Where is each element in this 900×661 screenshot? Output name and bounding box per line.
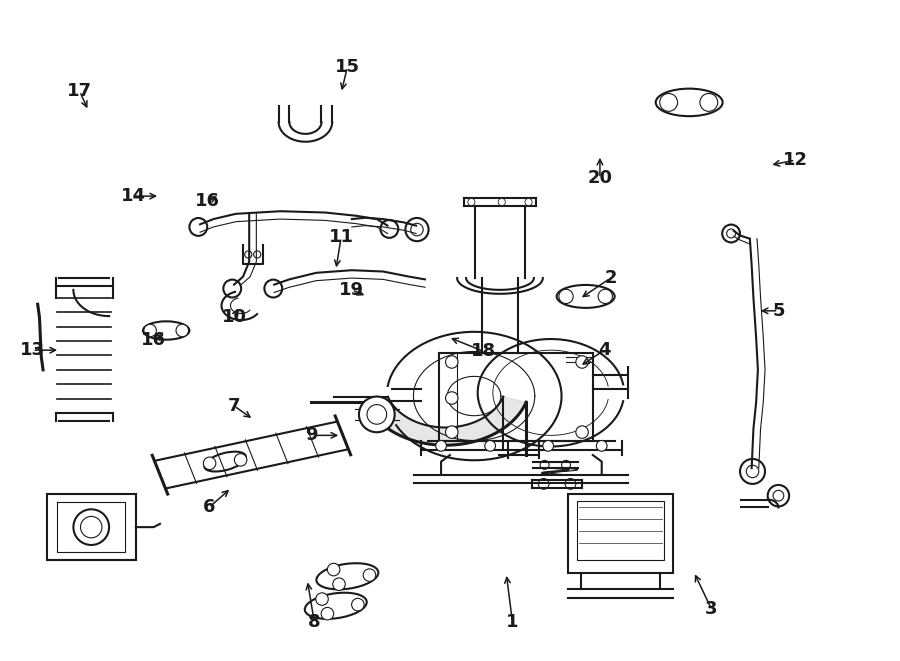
Circle shape [223,280,241,297]
Circle shape [189,218,207,236]
Circle shape [525,198,532,206]
Text: 9: 9 [305,426,318,444]
Circle shape [436,440,446,451]
Circle shape [597,440,608,451]
Text: 12: 12 [783,151,808,169]
Circle shape [367,405,387,424]
Text: 10: 10 [221,309,247,327]
Circle shape [559,290,573,303]
Ellipse shape [556,285,615,308]
Text: 4: 4 [598,341,610,359]
Text: 18: 18 [472,342,497,360]
Circle shape [234,453,247,466]
Circle shape [773,490,784,501]
Circle shape [359,397,395,432]
Text: 13: 13 [20,341,45,359]
Text: 20: 20 [588,169,612,188]
Text: 5: 5 [772,302,785,320]
Text: 2: 2 [605,269,617,287]
Circle shape [576,356,589,368]
Ellipse shape [143,321,189,340]
Circle shape [74,509,109,545]
Text: 16: 16 [141,331,166,349]
Circle shape [768,485,789,506]
Circle shape [540,461,549,469]
Circle shape [700,93,717,111]
Circle shape [405,218,428,241]
Circle shape [328,563,340,576]
Circle shape [364,569,375,582]
FancyBboxPatch shape [577,501,664,560]
Circle shape [543,440,553,451]
Ellipse shape [317,563,378,590]
Circle shape [576,426,589,438]
Text: 16: 16 [194,192,220,210]
Circle shape [381,220,398,238]
Ellipse shape [204,451,246,471]
Text: 11: 11 [328,229,354,247]
Circle shape [446,392,458,405]
Circle shape [254,251,261,258]
Text: 15: 15 [335,58,360,76]
Text: 17: 17 [68,82,92,100]
Circle shape [316,593,328,605]
Circle shape [660,93,678,111]
Circle shape [446,426,458,438]
Ellipse shape [656,89,723,116]
Circle shape [245,251,252,258]
Circle shape [333,578,346,590]
Circle shape [598,290,612,303]
Circle shape [352,598,365,611]
Circle shape [203,457,216,469]
Circle shape [144,325,157,336]
Circle shape [740,459,765,484]
Text: 3: 3 [706,600,717,618]
FancyBboxPatch shape [568,494,673,573]
Circle shape [722,225,740,243]
Circle shape [499,198,505,206]
Circle shape [538,479,549,489]
Circle shape [176,325,188,336]
Text: 7: 7 [228,397,240,415]
Text: 6: 6 [202,498,215,516]
Polygon shape [364,397,526,446]
Circle shape [485,440,496,451]
Circle shape [565,479,576,489]
Circle shape [265,280,283,297]
Circle shape [321,607,334,620]
Circle shape [562,461,571,469]
Text: 14: 14 [121,187,146,205]
Circle shape [726,229,735,238]
Circle shape [468,198,475,206]
Circle shape [410,223,423,236]
Circle shape [80,516,102,538]
Text: 1: 1 [506,613,518,631]
Ellipse shape [305,593,366,619]
Circle shape [746,465,759,478]
Text: 8: 8 [308,613,320,631]
Circle shape [446,356,458,368]
Text: 19: 19 [339,281,365,299]
